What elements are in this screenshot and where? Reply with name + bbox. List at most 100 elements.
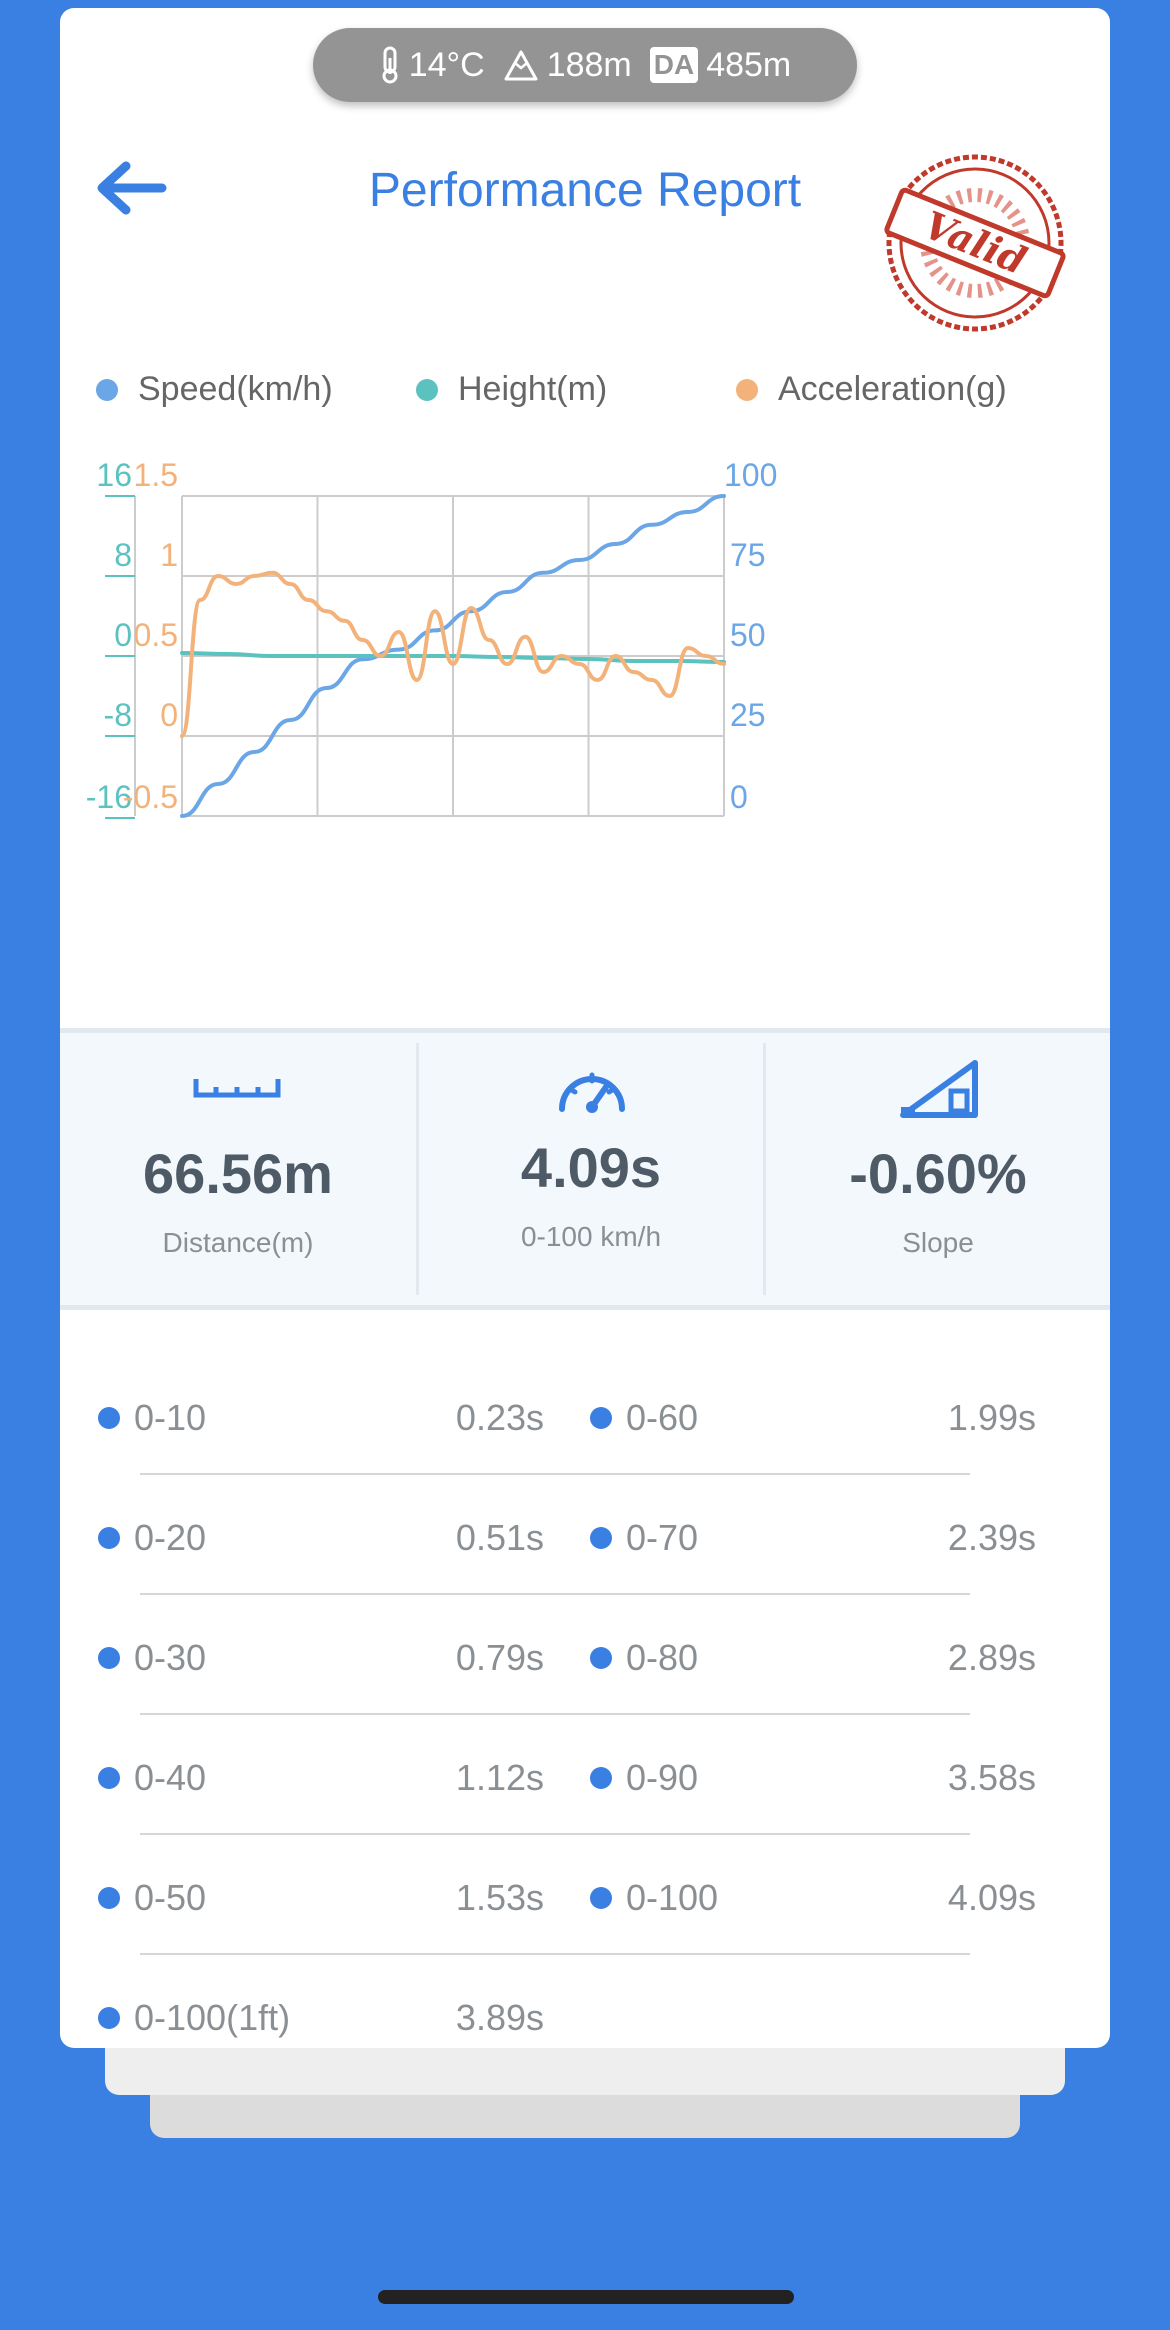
split-label: 0-90 [626,1757,699,1798]
acceleration-tick-label: 0 [160,697,178,733]
split-value: 0.23s [455,1397,544,1438]
height-tick-label: -8 [104,697,132,733]
split-value: 2.39s [947,1517,1036,1558]
bullet-dot [98,1767,120,1789]
split-row: 0-100(1ft) 3.89s [98,1988,544,2048]
split-row: 0-60 1.99s [590,1388,1036,1448]
bullet-dot [98,1407,120,1429]
height-tick-label: 16 [96,457,132,493]
acceleration-tick-label: -0.5 [123,779,178,815]
bullet-dot [590,1887,612,1909]
divider [763,1043,766,1295]
speed-tick-label: 100 [724,457,777,493]
bullet-dot [98,1647,120,1669]
height-tick-label: 0 [114,617,132,653]
legend-label: Speed(km/h) [138,370,333,408]
row-divider [140,1953,970,1955]
split-value: 4.09s [947,1877,1036,1918]
split-label: 0-50 [134,1877,207,1918]
altitude-readout: 188m [503,46,632,85]
split-row: 0-70 2.39s [590,1508,1036,1568]
split-value: 0.51s [455,1517,544,1558]
stat-value: 66.56m [143,1142,333,1205]
stat-slope: -0.60% Slope [766,1033,1110,1305]
split-row: 0-100 4.09s [590,1868,1036,1928]
bullet-dot [590,1767,612,1789]
legend-item-height: Height(m) [416,370,607,409]
stat-value: 4.09s [520,1136,662,1199]
split-value: 3.89s [455,1997,544,2038]
stat-zero-to-hundred: 4.09s 0-100 km/h [419,1033,763,1305]
speedometer-icon [559,1072,625,1113]
height-tick-label: -16 [86,779,132,815]
legend-label: Height(m) [458,370,608,408]
split-value: 1.99s [947,1397,1036,1438]
home-indicator [378,2290,794,2304]
split-row: 0-30 0.79s [98,1628,544,1688]
mountain-icon [504,50,538,81]
split-label: 0-10 [134,1397,207,1438]
stats-panel: 66.56m Distance(m) 4.09s 0-100 km/h -0.6… [60,1028,1110,1310]
row-divider [140,1833,970,1835]
bullet-dot [590,1647,612,1669]
split-row: 0-20 0.51s [98,1508,544,1568]
stat-distance: 66.56m Distance(m) [60,1033,416,1305]
legend-dot [96,378,118,401]
split-label: 0-70 [626,1517,699,1558]
split-value: 0.79s [455,1637,544,1678]
legend-item-speed: Speed(km/h) [96,370,333,409]
acceleration-series-line [180,570,726,738]
split-row: 0-50 1.53s [98,1868,544,1928]
split-row: 0-40 1.12s [98,1748,544,1808]
valid-stamp: Valid [884,154,1066,332]
row-divider [140,1593,970,1595]
legend-dot [416,378,438,401]
split-label: 0-40 [134,1757,207,1798]
arrow-left-icon[interactable] [90,158,170,218]
row-divider [140,1473,970,1475]
bullet-dot [98,2007,120,2029]
split-value: 1.53s [455,1877,544,1918]
density-altitude-value: 485m [706,45,792,84]
speed-tick-label: 25 [730,697,766,733]
split-label: 0-30 [134,1637,207,1678]
split-row: 0-90 3.58s [590,1748,1036,1808]
height-tick-label: 8 [114,537,132,573]
legend-item-acceleration: Acceleration(g) [736,370,1007,409]
bullet-dot [590,1407,612,1429]
stat-label: 0-100 km/h [520,1221,662,1252]
stat-label: Slope [902,1227,974,1258]
conditions-pill: 14°C 188m DA 485m [313,28,857,102]
performance-report-card: 14°C 188m DA 485m Performance Report Val… [60,8,1110,2048]
row-divider [140,1713,970,1715]
acceleration-tick-label: 1.5 [134,457,178,493]
legend-dot [736,378,758,401]
page-title: Performance Report [368,164,802,217]
split-row: 0-80 2.89s [590,1628,1036,1688]
acceleration-tick-label: 0.5 [134,617,178,653]
speed-tick-label: 0 [730,779,748,815]
speed-tick-label: 75 [730,537,766,573]
split-label: 0-100 [626,1877,719,1918]
altitude-value: 188m [546,45,632,84]
stat-label: Distance(m) [162,1227,314,1258]
thermometer-icon [382,46,398,84]
density-altitude-readout: DA 485m [649,45,792,85]
bullet-dot [590,1527,612,1549]
split-value: 3.58s [947,1757,1036,1798]
bullet-dot [98,1887,120,1909]
density-altitude-badge: DA [649,47,699,83]
height-series-line [180,651,726,664]
split-value: 1.12s [455,1757,544,1798]
split-row: 0-10 0.23s [98,1388,544,1448]
legend-label: Acceleration(g) [778,370,1007,408]
speed-tick-label: 50 [730,617,766,653]
bullet-dot [98,1527,120,1549]
temperature-readout: 14°C [379,46,485,85]
ruler-icon [193,1079,281,1098]
split-label: 0-100(1ft) [134,1997,291,2038]
stat-value: -0.60% [849,1142,1027,1205]
split-value: 2.89s [947,1637,1036,1678]
temperature-value: 14°C [408,45,485,84]
